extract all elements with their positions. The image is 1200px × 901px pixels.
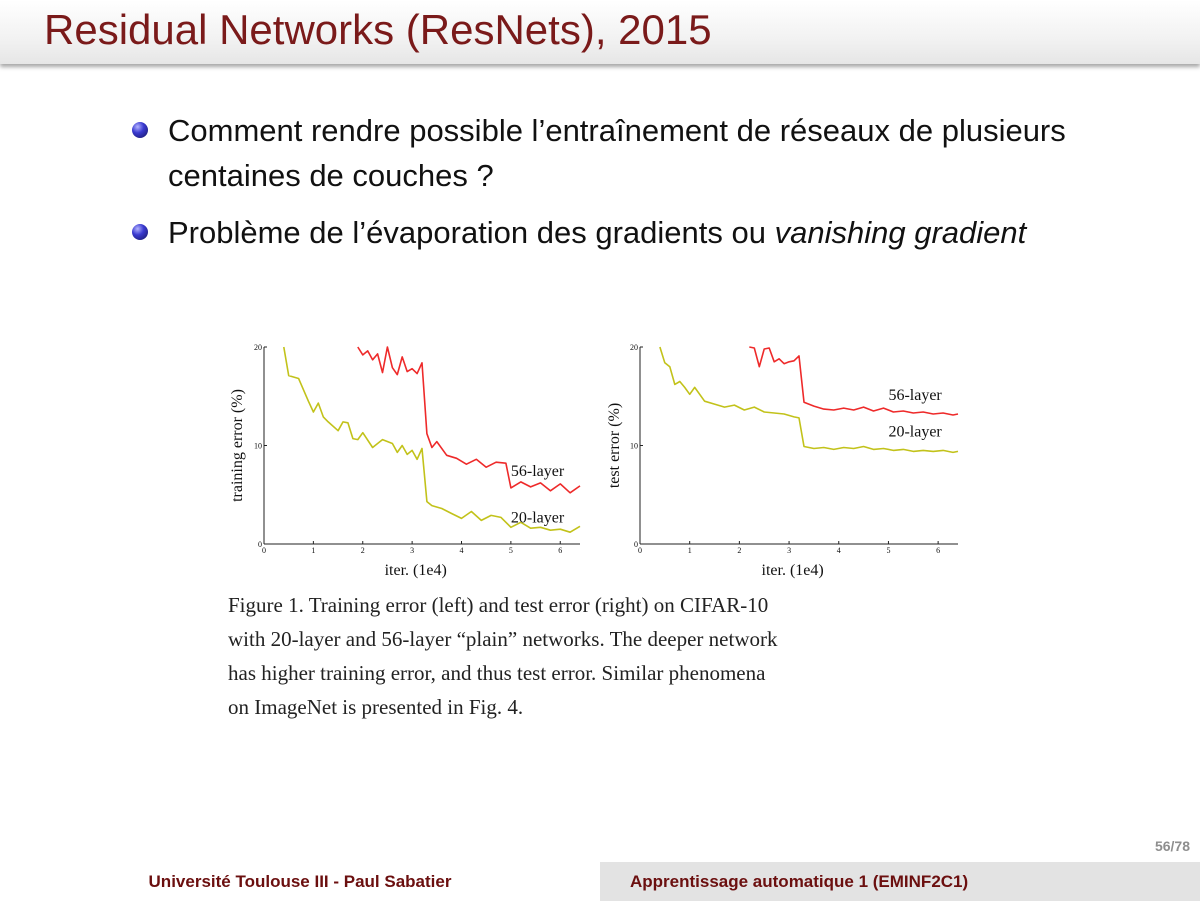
title-bar: Residual Networks (ResNets), 2015: [0, 0, 1200, 64]
x-axis-title: iter. (1e4): [762, 562, 824, 579]
caption-line: has higher training error, and thus test…: [228, 661, 766, 685]
x-tick-label: 3: [410, 546, 414, 555]
x-tick-label: 5: [886, 546, 890, 555]
series-line-56-layer: [749, 346, 959, 416]
caption-line: with 20-layer and 56-layer “plain” netwo…: [228, 627, 778, 651]
series-line-20-layer: [659, 346, 959, 454]
x-axis-title: iter. (1e4): [385, 562, 447, 579]
bullet-list: Comment rendre possible l’entraînement d…: [128, 108, 1088, 267]
figure-caption: Figure 1. Training error (left) and test…: [228, 588, 968, 724]
slide-title: Residual Networks (ResNets), 2015: [44, 6, 712, 53]
y-tick-label: 10: [630, 442, 638, 451]
y-tick-label: 0: [258, 540, 262, 549]
series-line-20-layer: [283, 346, 581, 533]
training-error-chart: 0 1 2 3 4 5 6 0 10 20 iter. (1e4) training error (%…: [229, 343, 581, 579]
test-error-chart: 0 1 2 3 4 5 6 0 10 20 iter. (1e4) test error (%) 56-…: [606, 343, 959, 579]
bullet-item: Problème de l’évaporation des gradients …: [128, 210, 1088, 255]
y-tick-label: 0: [634, 540, 638, 549]
bullet-text: Comment rendre possible l’entraînement d…: [168, 113, 1066, 193]
y-axis-title: training error (%): [229, 389, 246, 502]
y-tick-label: 10: [254, 442, 262, 451]
series-label: 56-layer: [888, 387, 942, 404]
bullet-icon: [132, 122, 148, 138]
x-tick-label: 0: [638, 546, 642, 555]
x-tick-label: 1: [311, 546, 315, 555]
bullet-italic-text: vanishing gradient: [774, 215, 1027, 250]
x-tick-label: 6: [936, 546, 940, 555]
footer-course: Apprentissage automatique 1 (EMINF2C1): [630, 872, 969, 891]
caption-line: on ImageNet is presented in Fig. 4.: [228, 695, 524, 719]
caption-line: Figure 1. Training error (left) and test…: [228, 593, 769, 617]
footer-course-bar: Apprentissage automatique 1 (EMINF2C1): [600, 862, 1200, 901]
page-number: 56/78: [1154, 838, 1190, 854]
series-label: 20-layer: [511, 509, 565, 526]
y-tick-label: 20: [630, 343, 638, 352]
x-tick-label: 4: [460, 546, 464, 555]
x-tick-label: 6: [558, 546, 562, 555]
x-tick-label: 2: [737, 546, 741, 555]
x-tick-label: 5: [509, 546, 513, 555]
series-line-56-layer: [357, 346, 581, 494]
x-tick-label: 3: [787, 546, 791, 555]
figure: 0 1 2 3 4 5 6 0 10 20 iter. (1e4) training error (%…: [224, 336, 974, 726]
bullet-item: Comment rendre possible l’entraînement d…: [128, 108, 1088, 198]
x-tick-label: 1: [688, 546, 692, 555]
x-tick-label: 0: [262, 546, 266, 555]
series-label: 20-layer: [888, 424, 942, 441]
x-tick-label: 4: [837, 546, 841, 555]
series-label: 56-layer: [511, 463, 565, 480]
footer-university: Université Toulouse III - Paul Sabatier: [0, 862, 600, 901]
y-tick-label: 20: [254, 343, 262, 352]
y-axis-title: test error (%): [606, 403, 623, 488]
x-tick-label: 2: [361, 546, 365, 555]
bullet-text: Problème de l’évaporation des gradients …: [168, 215, 775, 250]
bullet-icon: [132, 224, 148, 240]
